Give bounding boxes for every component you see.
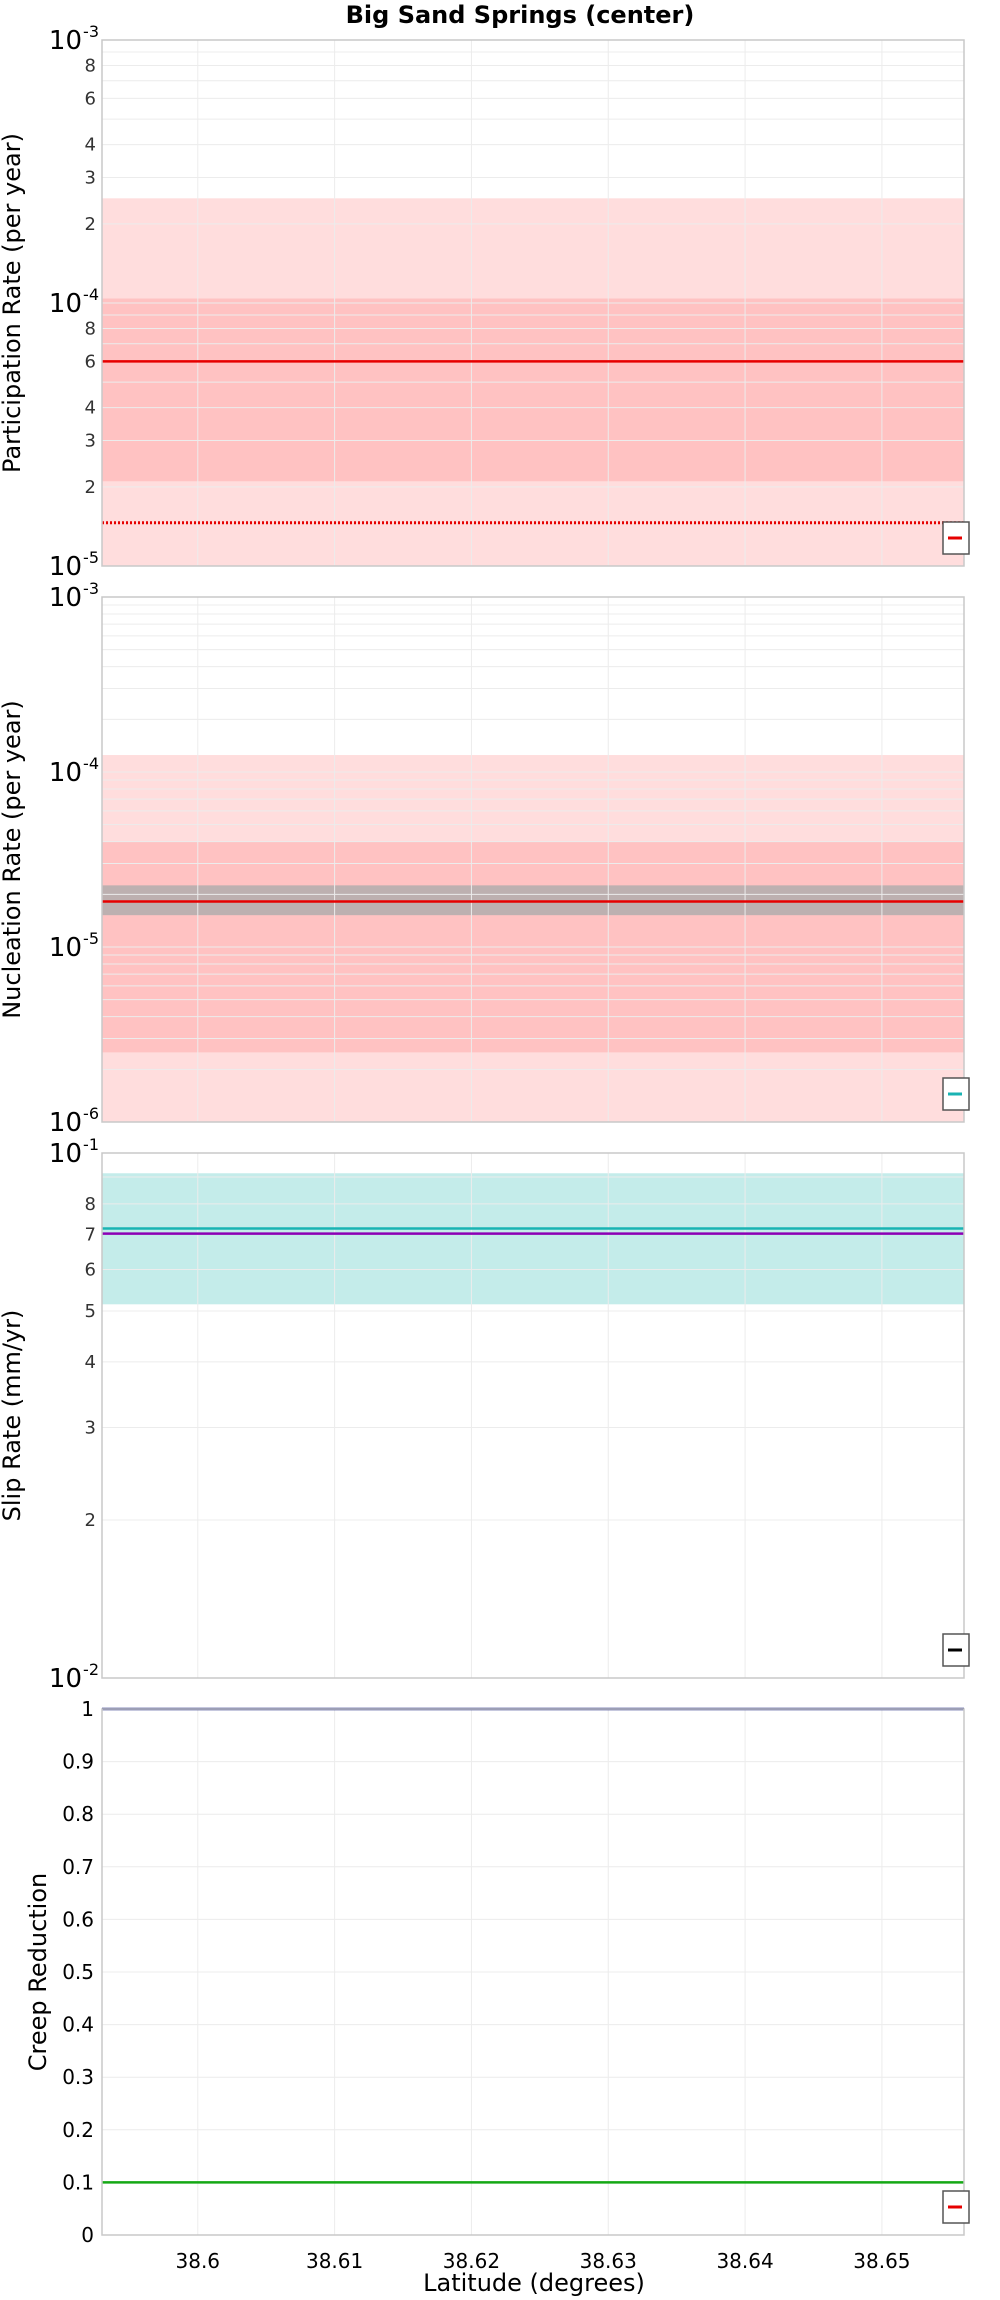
chart-title: Big Sand Springs (center): [346, 1, 695, 29]
y-minor-tick-label: 6: [85, 1259, 96, 1280]
x-tick-label: 38.61: [306, 2249, 363, 2273]
y-minor-tick-label: 3: [85, 431, 96, 452]
y-tick-label: 0.7: [62, 1855, 94, 1879]
y-tick-label: 0.9: [62, 1750, 94, 1774]
y-major-tick-exponent: -4: [83, 285, 99, 304]
y-major-tick-exponent: -3: [83, 22, 99, 41]
y-minor-tick-label: 8: [85, 1194, 96, 1215]
y-minor-tick-label: 5: [85, 1301, 96, 1322]
band-1: [102, 1173, 964, 1305]
y-major-tick-label: 10: [49, 552, 82, 582]
y-major-tick-label: 10: [49, 933, 82, 963]
y-major-tick-exponent: -5: [83, 929, 99, 948]
y-tick-label: 1: [81, 1697, 94, 1721]
y-major-tick-exponent: -5: [83, 548, 99, 567]
y-tick-label: 0.5: [62, 1960, 94, 1984]
x-tick-label: 38.6: [176, 2249, 221, 2273]
x-axis-label: Latitude (degrees): [423, 2269, 645, 2297]
x-tick-label: 38.62: [443, 2249, 500, 2273]
y-major-tick-label: 10: [49, 583, 82, 613]
y-axis-label: Nucleation Rate (per year): [0, 700, 26, 1019]
y-minor-tick-label: 4: [85, 135, 96, 156]
y-major-tick-exponent: -3: [83, 579, 99, 598]
panel-4: 0 0.1 0.2 0.3 0.4 0.5 0.6 0.7 0.8 0.9 1 Creep Reduc…: [24, 1697, 970, 2273]
y-tick-label: 0.3: [62, 2065, 94, 2089]
y-minor-tick-label: 4: [85, 398, 96, 419]
y-tick-label: 0.8: [62, 1802, 94, 1826]
y-minor-tick-label: 4: [85, 1352, 96, 1373]
y-major-tick-label: 10: [49, 1139, 82, 1169]
y-major-tick-label: 10: [49, 1664, 82, 1694]
y-major-tick-exponent: -2: [83, 1660, 99, 1679]
y-minor-tick-label: 7: [85, 1224, 96, 1245]
y-minor-tick-label: 8: [85, 55, 96, 76]
y-major-tick-exponent: -4: [83, 754, 99, 773]
y-axis-label: Participation Rate (per year): [0, 133, 26, 473]
y-minor-tick-label: 6: [85, 351, 96, 372]
x-tick-label: 38.64: [716, 2249, 773, 2273]
y-tick-label: 0: [81, 2223, 94, 2247]
plot-frame: [101, 1152, 965, 1679]
plot-frame: [101, 596, 965, 1123]
x-tick-label: 38.65: [853, 2249, 910, 2273]
y-major-tick-label: 10: [49, 1108, 82, 1138]
y-tick-label: 0.6: [62, 1907, 94, 1931]
y-minor-tick-label: 3: [85, 168, 96, 189]
y-major-tick-label: 10: [49, 289, 82, 319]
y-axis-label: Slip Rate (mm/yr): [0, 1310, 26, 1522]
y-minor-tick-label: 2: [85, 477, 96, 498]
y-minor-tick-label: 2: [85, 1510, 96, 1531]
y-axis-label: Creep Reduction: [24, 1873, 52, 2071]
plot-frame: [101, 39, 965, 567]
y-minor-tick-label: 2: [85, 214, 96, 235]
y-major-tick-exponent: -6: [83, 1104, 99, 1123]
y-major-tick-exponent: -1: [83, 1135, 99, 1154]
plot-frame: [101, 1708, 965, 2236]
y-tick-label: 0.2: [62, 2118, 94, 2142]
x-tick-label: 38.63: [580, 2249, 637, 2273]
y-tick-label: 0.4: [62, 2013, 94, 2037]
y-minor-tick-label: 6: [85, 88, 96, 109]
y-minor-tick-label: 3: [85, 1418, 96, 1439]
y-minor-tick-label: 8: [85, 318, 96, 339]
y-major-tick-label: 10: [49, 26, 82, 56]
y-major-tick-label: 10: [49, 758, 82, 788]
y-tick-label: 0.1: [62, 2170, 94, 2194]
band-2: [102, 298, 964, 482]
